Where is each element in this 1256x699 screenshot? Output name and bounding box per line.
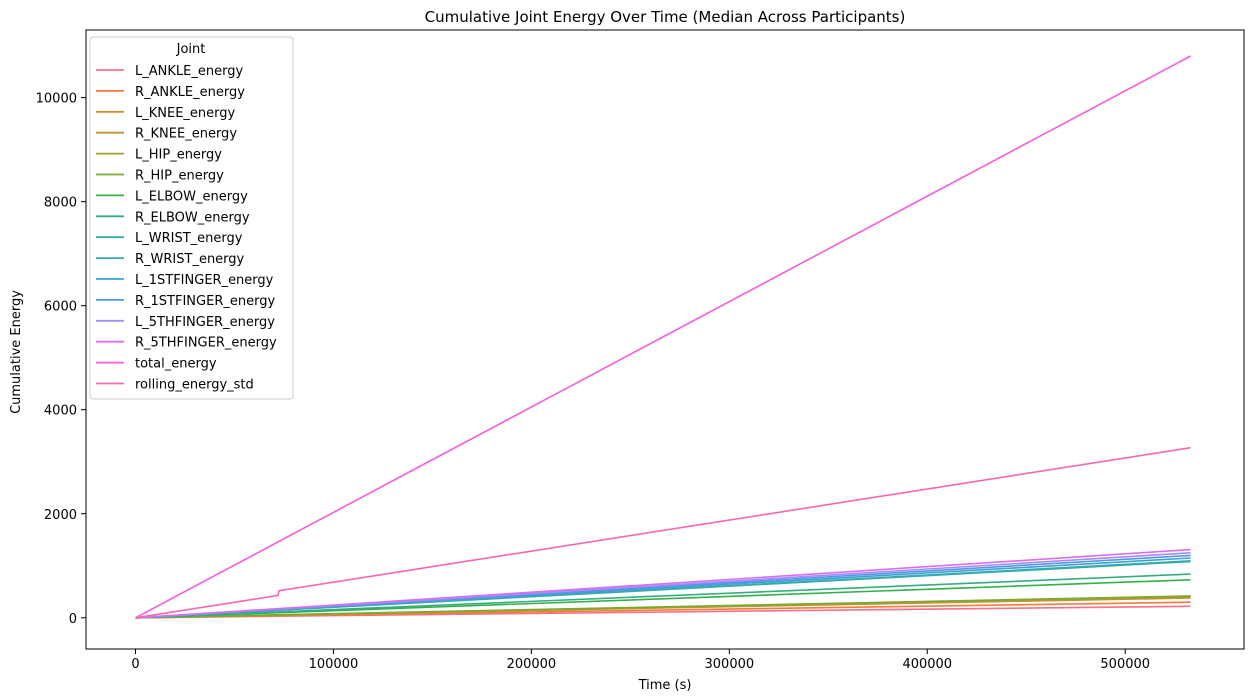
legend-box: [89, 36, 294, 400]
y-tick-label: 8000: [44, 196, 77, 211]
legend-label: L_HIP_energy: [135, 148, 222, 163]
y-tick-label: 10000: [36, 92, 77, 107]
x-tick-label: 400000: [902, 657, 952, 672]
plot-lines: [135, 55, 1191, 619]
y-axis-title: Cumulative Energy: [9, 290, 24, 414]
legend-label: total_energy: [135, 357, 217, 372]
series-line-total-energy: [135, 55, 1191, 619]
plot-frame: [85, 29, 1245, 650]
series-line-r-5thfinger-energy: [135, 548, 1191, 619]
legend-label: L_5THFINGER_energy: [135, 315, 275, 330]
legend-label: L_1STFINGER_energy: [135, 273, 274, 288]
legend-label: R_5THFINGER_energy: [135, 336, 277, 351]
legend-label: R_ANKLE_energy: [135, 85, 245, 100]
legend-label: L_ANKLE_energy: [135, 64, 243, 79]
legend-label: R_ELBOW_energy: [135, 210, 250, 225]
x-axis: 0 100000 200000 300000 400000 500000: [131, 649, 1150, 672]
legend-items: L_ANKLE_energy R_ANKLE_energy L_KNEE_energ…: [96, 64, 277, 393]
legend-title: Joint: [176, 42, 206, 57]
legend-label: L_KNEE_energy: [135, 106, 236, 121]
x-tick-label: 100000: [309, 657, 359, 672]
x-tick-label: 300000: [705, 657, 755, 672]
series-line-r-elbow-energy: [135, 573, 1191, 619]
legend-label: L_WRIST_energy: [135, 231, 243, 246]
legend: Joint L_ANKLE_energy R_ANKLE_energy L_KNEE…: [89, 36, 294, 400]
legend-label: R_1STFINGER_energy: [135, 294, 275, 309]
series-line-rolling-energy-std: [135, 446, 1191, 619]
legend-label: L_ELBOW_energy: [135, 189, 248, 204]
legend-label: R_HIP_energy: [135, 169, 224, 184]
y-tick-label: 6000: [44, 300, 77, 315]
legend-label: rolling_energy_std: [135, 378, 254, 393]
legend-label: R_WRIST_energy: [135, 252, 245, 267]
chart-title: Cumulative Joint Energy Over Time (Media…: [425, 8, 906, 26]
x-tick-label: 200000: [507, 657, 557, 672]
x-axis-title: Time (s): [638, 678, 692, 693]
x-tick-label: 0: [131, 657, 139, 672]
y-tick-label: 0: [69, 612, 77, 627]
x-tick-label: 500000: [1100, 657, 1150, 672]
y-axis: 0 2000 4000 6000 8000 10000: [36, 92, 86, 627]
legend-label: R_KNEE_energy: [135, 127, 237, 142]
series-line-l-elbow-energy: [135, 579, 1191, 619]
series-line-r-hip-energy: [135, 595, 1191, 619]
y-tick-label: 2000: [44, 508, 77, 523]
y-tick-label: 4000: [44, 404, 77, 419]
